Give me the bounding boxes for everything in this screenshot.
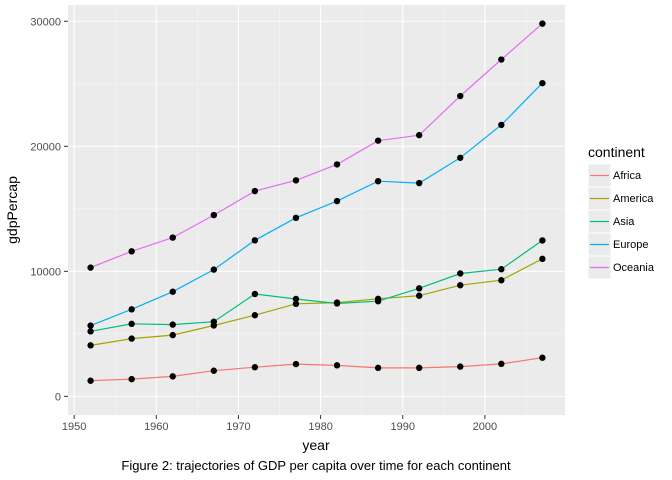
series-line-america [90, 258, 543, 346]
data-point-asia [457, 270, 464, 277]
data-point-america [292, 300, 300, 308]
y-tick-label: 30000 [30, 16, 61, 28]
data-point-africa [498, 360, 505, 368]
data-point-africa [539, 354, 546, 361]
data-point-america [251, 312, 259, 319]
x-tick-label: 1990 [391, 421, 415, 433]
series-points [87, 20, 546, 384]
data-point-europe [210, 266, 218, 273]
data-point-oceania [210, 211, 218, 219]
y-tick-label: 0 [55, 391, 61, 403]
data-point-africa [87, 377, 94, 384]
data-point-europe [251, 237, 259, 244]
data-point-america [498, 277, 505, 284]
data-point-oceania [333, 161, 341, 168]
y-axis-ticks: 0 10000 20000 30000 [30, 16, 68, 403]
data-point-asia [333, 300, 341, 307]
series-line-oceania [90, 23, 543, 269]
x-tick-label: 1960 [144, 421, 168, 433]
data-point-asia [251, 290, 259, 298]
data-point-asia [539, 237, 546, 244]
data-point-europe [374, 177, 382, 185]
legend-label-oceania: Oceania [613, 262, 655, 274]
x-tick-label: 1950 [62, 421, 86, 433]
data-point-africa [333, 362, 341, 369]
data-point-europe [457, 154, 464, 161]
data-point-europe [292, 214, 300, 222]
data-point-oceania [415, 131, 423, 139]
legend-label-africa: Africa [613, 170, 642, 182]
data-point-america [87, 342, 94, 349]
x-axis-title: year [302, 437, 330, 453]
data-point-asia [415, 285, 423, 292]
data-point-africa [210, 367, 218, 374]
legend-items: Africa America Asia Europe Oceania [587, 163, 655, 280]
data-point-europe [333, 197, 341, 205]
data-point-asia [292, 295, 300, 303]
data-point-america [128, 335, 135, 342]
data-point-oceania [374, 137, 382, 144]
data-point-africa [169, 373, 176, 380]
data-point-europe [128, 306, 135, 313]
data-point-oceania [498, 56, 505, 63]
data-point-africa [415, 364, 423, 372]
data-point-oceania [87, 264, 94, 271]
data-point-asia [374, 298, 382, 305]
figure-caption: Figure 2: trajectories of GDP per capita… [121, 458, 511, 473]
data-point-oceania [457, 92, 464, 100]
data-point-america [415, 292, 423, 299]
data-point-europe [539, 79, 546, 87]
x-tick-label: 2000 [473, 421, 497, 433]
series-line-africa [90, 357, 543, 382]
y-tick-label: 10000 [30, 266, 61, 278]
data-point-europe [87, 322, 94, 329]
series-lines [90, 23, 543, 382]
y-axis-title: gdpPercap [4, 176, 20, 244]
x-tick-label: 1980 [308, 421, 332, 433]
legend-label-europe: Europe [613, 239, 648, 251]
data-point-oceania [292, 177, 300, 184]
major-gridlines [68, 5, 565, 415]
data-point-asia [169, 321, 176, 328]
data-point-america [457, 282, 464, 289]
data-point-oceania [128, 248, 135, 255]
legend-title: continent [588, 144, 645, 160]
x-axis-ticks: 1950 1960 1970 1980 1990 2000 [62, 415, 497, 433]
data-point-africa [292, 360, 300, 368]
data-point-oceania [539, 20, 546, 27]
data-point-europe [169, 288, 176, 295]
y-tick-label: 20000 [30, 141, 61, 153]
legend-label-asia: Asia [613, 216, 635, 228]
data-point-america [169, 331, 176, 339]
data-point-africa [251, 364, 259, 371]
legend: continent Africa America Asia Europe Oceania [587, 144, 655, 280]
data-point-asia [128, 320, 135, 328]
data-point-africa [457, 363, 464, 370]
minor-gridlines [68, 5, 565, 415]
data-point-america [539, 255, 546, 263]
x-tick-label: 1970 [226, 421, 250, 433]
data-point-europe [498, 121, 505, 129]
data-point-asia [498, 266, 505, 273]
data-point-europe [415, 179, 423, 187]
data-point-africa [128, 375, 135, 383]
data-point-africa [374, 364, 382, 372]
data-point-oceania [169, 234, 176, 241]
data-point-asia [210, 318, 218, 325]
legend-label-america: America [613, 193, 654, 205]
series-line-asia [90, 239, 543, 332]
data-point-asia [87, 328, 94, 335]
data-point-oceania [251, 187, 259, 195]
series-line-europe [90, 82, 543, 327]
